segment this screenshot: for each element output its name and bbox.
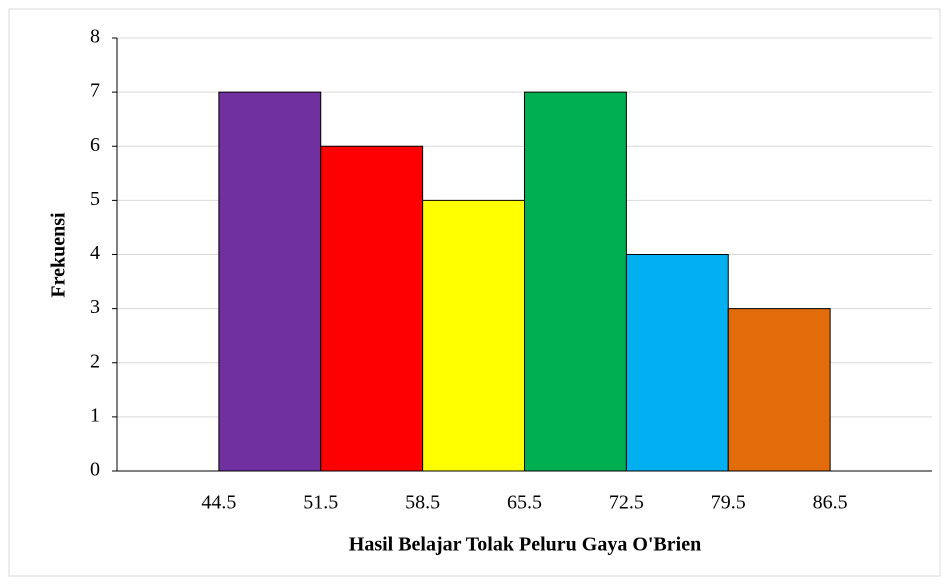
bar <box>625 254 729 472</box>
y-tick-label: 5 <box>90 188 100 210</box>
bar <box>727 308 831 472</box>
bar <box>422 199 525 472</box>
y-tick-label: 6 <box>90 134 100 156</box>
x-tick-label: 79.5 <box>711 492 746 514</box>
x-tick-label: 86.5 <box>813 492 848 514</box>
x-tick-label: 58.5 <box>405 492 440 514</box>
x-tick-label: 51.5 <box>303 492 338 514</box>
y-tick-label: 8 <box>90 26 100 48</box>
bar <box>524 91 627 472</box>
y-tick-label: 2 <box>90 350 100 372</box>
x-axis-title: Hasil Belajar Tolak Peluru Gaya O'Brien <box>349 534 701 556</box>
y-tick-label: 1 <box>90 404 100 426</box>
y-tick-label: 4 <box>90 242 100 264</box>
y-tick-label: 3 <box>90 296 100 318</box>
x-tick-label: 65.5 <box>507 492 542 514</box>
x-tick-label: 44.5 <box>201 492 236 514</box>
x-tick-label: 72.5 <box>609 492 644 514</box>
bar <box>320 145 424 472</box>
y-axis-title: Frekuensi <box>48 212 70 298</box>
y-tick-label: 0 <box>90 459 100 481</box>
bar <box>218 91 322 472</box>
y-tick-label: 7 <box>90 80 100 102</box>
